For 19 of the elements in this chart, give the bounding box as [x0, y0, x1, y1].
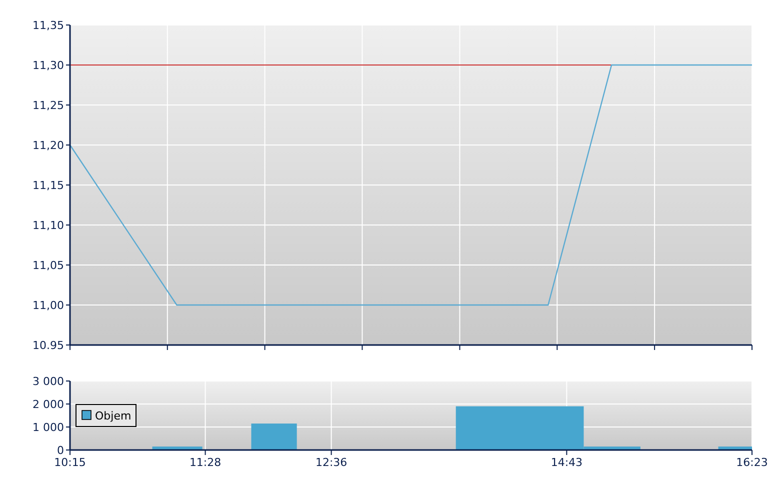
- x-tick-label: 11:28: [189, 456, 222, 469]
- y-tick-label: 11,35: [32, 19, 64, 32]
- y-tick-label: 3 000: [32, 375, 64, 388]
- y-tick-label: 11,30: [32, 59, 64, 72]
- y-tick-label: 0: [57, 444, 64, 457]
- x-tick-label: 14:43: [550, 456, 583, 469]
- x-tick-label: 16:23: [736, 456, 768, 469]
- text: Objem: [95, 410, 132, 422]
- y-tick-label: 11,05: [32, 259, 64, 272]
- y-tick-label: 11,15: [32, 179, 64, 192]
- x-tick-label: 12:36: [315, 456, 348, 469]
- y-tick-label: 11,10: [32, 219, 64, 232]
- y-tick-label: 2 000: [32, 398, 64, 411]
- y-tick-label: 1 000: [32, 421, 64, 434]
- y-tick-label: 11,25: [32, 99, 64, 112]
- y-tick-label: 11,20: [32, 139, 64, 152]
- y-tick-label: 10.95: [32, 339, 64, 352]
- x-tick-label: 10:15: [54, 456, 86, 469]
- y-tick-label: 11,00: [32, 299, 64, 312]
